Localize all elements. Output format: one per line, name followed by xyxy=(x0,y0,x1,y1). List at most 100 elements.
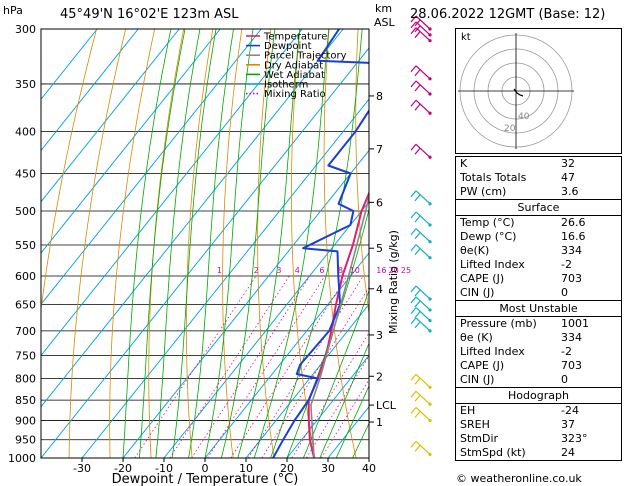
km-tick-label: LCL xyxy=(376,399,397,412)
index-value: 703 xyxy=(561,272,582,285)
wet-adiabat-line xyxy=(253,29,330,458)
wet-adiabat-line xyxy=(221,29,276,458)
isotherm-line xyxy=(245,303,369,458)
wet-adiabat-line xyxy=(155,29,201,458)
index-value: 703 xyxy=(561,359,582,372)
x-tick-label: -30 xyxy=(73,462,91,475)
index-row: StmDir 323° xyxy=(456,432,621,446)
wind-barb xyxy=(410,27,432,43)
wet-adiabat-line xyxy=(188,29,234,458)
hodograph-kt-label: kt xyxy=(461,32,471,43)
hodograph-title: Hodograph xyxy=(508,389,569,402)
mixing-ratio-label: 25 xyxy=(401,266,411,275)
km-tick-label: 6 xyxy=(376,196,383,209)
pressure-tick-label: 400 xyxy=(15,126,36,139)
isotherm-line xyxy=(204,252,369,458)
dry-adiabat-line xyxy=(41,29,97,313)
x-tick-label: -20 xyxy=(114,462,132,475)
isotherm-line xyxy=(41,47,369,458)
mixing-ratio-label: 8 xyxy=(338,266,343,275)
index-label: Lifted Index xyxy=(460,258,525,271)
index-row: CAPE (J) 703 xyxy=(456,272,621,286)
pressure-tick-label: 500 xyxy=(15,205,36,218)
index-value: 323° xyxy=(561,432,588,445)
index-value: 32 xyxy=(561,157,575,170)
series-parcel-trajectory-line xyxy=(310,193,369,458)
index-label: θe(K) xyxy=(460,244,490,257)
wind-barb xyxy=(410,440,432,457)
index-row: StmSpd (kt) 24 xyxy=(456,446,621,460)
asl-label: ASL xyxy=(374,16,396,29)
wind-barb xyxy=(410,211,432,227)
index-row: CIN (J) 0 xyxy=(456,373,621,387)
index-row: Lifted Index -2 xyxy=(456,345,621,359)
wet-adiabat-line xyxy=(122,29,172,458)
wind-barb xyxy=(410,307,432,323)
index-label: CAPE (J) xyxy=(460,272,505,285)
pressure-tick-label: 900 xyxy=(15,414,36,427)
wind-barb xyxy=(410,317,432,333)
indices-table: K 32 Totals Totals 47 PW (cm) 3.6 Surface Tem… xyxy=(455,156,622,461)
dry-adiabat-line xyxy=(323,29,357,458)
index-value: 334 xyxy=(561,331,582,344)
legend-label: Mixing Ratio xyxy=(264,89,326,100)
wet-adiabat-line xyxy=(286,207,369,458)
legend-label: Parcel Trajectory xyxy=(264,51,347,62)
x-tick-label: 30 xyxy=(321,462,335,475)
index-row: θe(K) 334 xyxy=(456,244,621,258)
index-label: StmSpd (kt) xyxy=(460,446,526,459)
hodograph-section: Hodograph EH -24 SREH 37 StmDir 323° StmSpd (k… xyxy=(456,387,621,460)
dry-adiabat-line xyxy=(355,29,369,317)
isotherm-line xyxy=(41,29,262,305)
index-value: 0 xyxy=(561,373,568,386)
pressure-tick-label: 750 xyxy=(15,349,36,362)
legend-label: Wet Adiabat xyxy=(264,70,325,81)
mixing-ratio-line xyxy=(320,378,369,458)
wind-barb xyxy=(410,80,432,96)
datetime-title: 28.06.2022 12GMT (Base: 12) xyxy=(410,7,605,22)
mixing-ratio-label: 4 xyxy=(295,266,300,275)
index-row: Dewp (°C) 16.6 xyxy=(456,230,621,244)
isotherm-line xyxy=(286,354,369,458)
km-label: km xyxy=(375,2,392,15)
mixing-ratio-label: 2 xyxy=(254,266,259,275)
index-value: 24 xyxy=(561,446,575,459)
x-tick-label: -10 xyxy=(155,462,173,475)
x-tick-label: 20 xyxy=(280,462,294,475)
pressure-tick-label: 650 xyxy=(15,299,36,312)
index-row: Lifted Index -2 xyxy=(456,258,621,272)
x-tick-label: 40 xyxy=(362,462,376,475)
index-label: CAPE (J) xyxy=(460,359,505,372)
location-title: 45°49'N 16°02'E 123m ASL xyxy=(60,7,239,22)
index-row: Pressure (mb) 1001 xyxy=(456,317,621,331)
km-tick-label: 2 xyxy=(376,370,383,383)
isotherm-line xyxy=(163,201,369,458)
wet-adiabat-line xyxy=(237,29,301,458)
legend-label: Dewpoint xyxy=(264,41,312,52)
wind-barb xyxy=(410,373,432,389)
hodograph-ring-label: 20 xyxy=(504,124,516,134)
index-row: CAPE (J) 703 xyxy=(456,359,621,373)
index-value: 37 xyxy=(561,418,575,431)
wind-barb xyxy=(410,99,432,115)
dry-adiabat-line xyxy=(148,29,185,458)
wet-adiabat-line xyxy=(270,29,363,458)
legend-label: Isotherm xyxy=(264,80,308,91)
index-row: Totals Totals 47 xyxy=(456,171,621,185)
mixing-ratio-label: 6 xyxy=(319,266,324,275)
wet-adiabat-line xyxy=(139,29,186,458)
wet-adiabat-line xyxy=(204,29,254,458)
index-label: Lifted Index xyxy=(460,345,525,358)
index-value: -2 xyxy=(561,345,572,358)
mixing-ratio-label: 20 xyxy=(389,266,399,275)
dry-adiabat-line xyxy=(68,29,126,458)
km-tick-label: 1 xyxy=(376,416,383,429)
km-tick-label: 3 xyxy=(376,329,383,342)
wind-barb xyxy=(410,143,432,159)
index-value: 3.6 xyxy=(561,185,579,198)
wind-barb xyxy=(410,15,432,31)
x-axis-title: Dewpoint / Temperature (°C) xyxy=(112,472,299,486)
isotherm-line xyxy=(81,98,369,458)
index-label: CIN (J) xyxy=(460,286,495,299)
